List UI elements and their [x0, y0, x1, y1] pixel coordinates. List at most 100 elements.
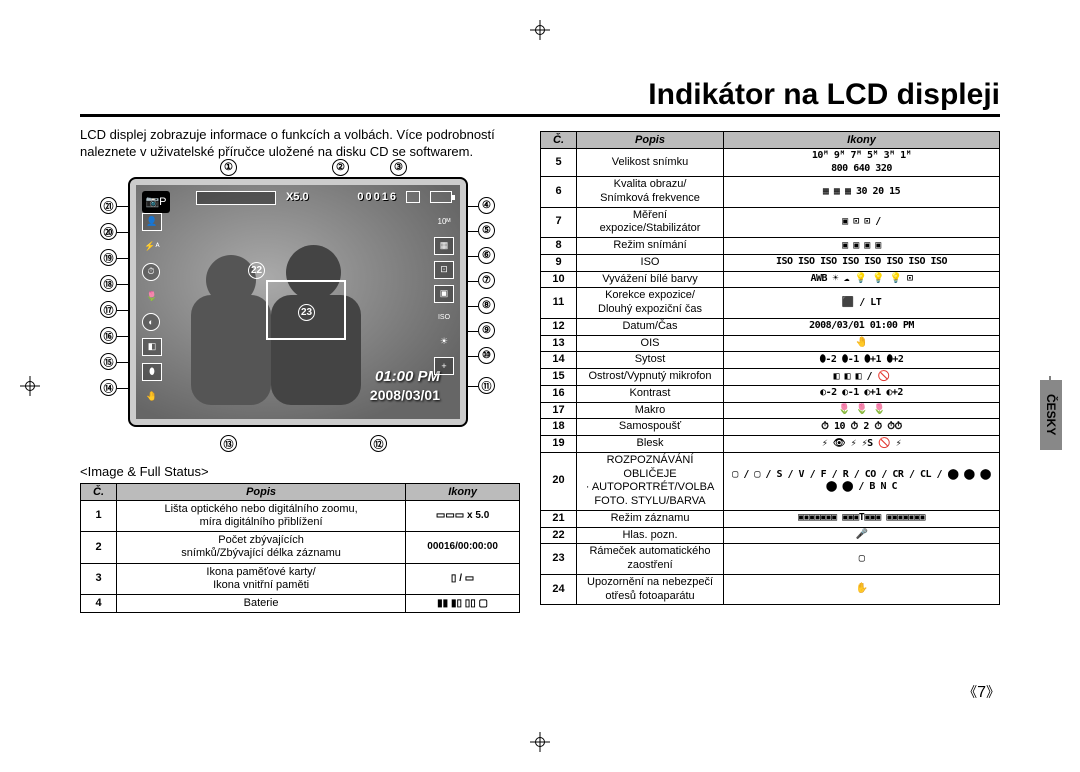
battery-icon: [430, 191, 452, 203]
row-num: 3: [81, 563, 117, 594]
size-icon: 10ᴹ: [434, 213, 454, 231]
row-num: 1: [81, 500, 117, 531]
drive-icon: ▣: [434, 285, 454, 303]
left-column: LCD displej zobrazuje informace o funkcí…: [80, 127, 520, 613]
table-row: 13 OIS 🤚: [541, 335, 1000, 352]
table-row: 2 Počet zbývajícíchsnímků/Zbývající délk…: [81, 532, 520, 563]
row-icons: ▭▭▭ x 5.0: [406, 500, 520, 531]
callout-11: ⑪: [478, 377, 495, 394]
row-icons: 2008/03/01 01:00 PM: [724, 318, 1000, 335]
row-num: 13: [541, 335, 577, 352]
table-row: 19 Blesk ⚡ 👁 ⚡ ⚡S 🚫 ⚡: [541, 436, 1000, 453]
table-row: 22 Hlas. pozn. 🎤: [541, 527, 1000, 544]
table-row: 6 Kvalita obrazu/Snímková frekvence ▦ ▦ …: [541, 177, 1000, 208]
row-desc: Hlas. pozn.: [577, 527, 724, 544]
diagram-caption: <Image & Full Status>: [80, 464, 520, 479]
table-row: 7 Měření expozice/Stabilizátor ▣ ⊡ ⊡ /: [541, 207, 1000, 238]
callout-20: ⑳: [100, 223, 117, 240]
registration-mark: [530, 20, 550, 40]
row-icons: 🎤: [724, 527, 1000, 544]
row-icons: ◐-2 ◐-1 ◐+1 ◐+2: [724, 385, 1000, 402]
row-desc: Ikona paměťové karty/Ikona vnitřní pamět…: [117, 563, 406, 594]
row-icons: ▮▮ ▮▯ ▯▯ ▢: [406, 594, 520, 612]
row-icons: ▯ / ▭: [406, 563, 520, 594]
card-icon: [406, 191, 420, 203]
row-icons: AWB ☀ ☁ 💡 💡 💡 ⊡: [724, 271, 1000, 288]
registration-mark: [530, 732, 550, 752]
row-num: 10: [541, 271, 577, 288]
page-number: 7: [963, 682, 1000, 702]
row-num: 4: [81, 594, 117, 612]
row-num: 21: [541, 510, 577, 527]
row-num: 19: [541, 436, 577, 453]
row-num: 16: [541, 385, 577, 402]
row-icons: 🌷 🌷 🌷: [724, 402, 1000, 419]
row-desc: Blesk: [577, 436, 724, 453]
quality-icon: ▦: [434, 237, 454, 255]
table-row: 18 Samospoušť ⏱ 10 ⏱ 2 ⏱ ⏱⏱: [541, 419, 1000, 436]
row-num: 8: [541, 238, 577, 255]
row-icons: ✋: [724, 574, 1000, 605]
row-num: 24: [541, 574, 577, 605]
table-row: 10 Vyvážení bílé barvy AWB ☀ ☁ 💡 💡 💡 ⊡: [541, 271, 1000, 288]
right-column: Č. Popis Ikony 5 Velikost snímku 10ᴹ 9ᴹ …: [540, 127, 1000, 613]
row-num: 7: [541, 207, 577, 238]
row-num: 6: [541, 177, 577, 208]
table-row: 11 Korekce expozice/Dlouhý expoziční čas…: [541, 288, 1000, 319]
row-icons: ▢: [724, 544, 1000, 575]
callout-14: ⑭: [100, 379, 117, 396]
table-row: 9 ISO ISO ISO ISO ISO ISO ISO ISO ISO: [541, 254, 1000, 271]
callout-5: ⑤: [478, 222, 495, 239]
date-display: 2008/03/01: [370, 387, 440, 403]
row-desc: Rámeček automatickéhozaostření: [577, 544, 724, 575]
row-icons: ◧ ◧ ◧ / 🚫: [724, 369, 1000, 386]
row-desc: Režim záznamu: [577, 510, 724, 527]
iso-icon: ISO: [434, 309, 454, 327]
right-icon-column: 10ᴹ ▦ ⊡ ▣ ISO ☀ +: [434, 213, 454, 375]
contrast-icon: ◐: [142, 313, 160, 331]
row-desc: Počet zbývajícíchsnímků/Zbývající délka …: [117, 532, 406, 563]
table-row: 5 Velikost snímku 10ᴹ 9ᴹ 7ᴹ 5ᴹ 3ᴹ 1ᴹ800 …: [541, 149, 1000, 177]
callout-3: ③: [390, 159, 407, 176]
row-desc: Ostrost/Vypnutý mikrofon: [577, 369, 724, 386]
row-icons: 00016/00:00:00: [406, 532, 520, 563]
row-desc: Makro: [577, 402, 724, 419]
table-row: 16 Kontrast ◐-2 ◐-1 ◐+1 ◐+2: [541, 385, 1000, 402]
row-icons: 10ᴹ 9ᴹ 7ᴹ 5ᴹ 3ᴹ 1ᴹ800 640 320: [724, 149, 1000, 177]
callout-12: ⑫: [370, 435, 387, 452]
row-icons: ⬮-2 ⬮-1 ⬮+1 ⬮+2: [724, 352, 1000, 369]
row-num: 11: [541, 288, 577, 319]
row-num: 14: [541, 352, 577, 369]
page-title: Indikátor na LCD displeji: [80, 78, 1000, 117]
callout-10: ⑩: [478, 347, 495, 364]
row-icons: ⏱ 10 ⏱ 2 ⏱ ⏱⏱: [724, 419, 1000, 436]
table-row: 8 Režim snímání ▣ ▣ ▣ ▣: [541, 238, 1000, 255]
callout-4: ④: [478, 197, 495, 214]
col-num: Č.: [541, 132, 577, 149]
row-icons: ⬛ / LT: [724, 288, 1000, 319]
registration-mark: [20, 376, 40, 396]
wb-icon: ☀: [434, 333, 454, 351]
callout-16: ⑯: [100, 327, 117, 344]
table-row: 15 Ostrost/Vypnutý mikrofon ◧ ◧ ◧ / 🚫: [541, 369, 1000, 386]
table-row: 24 Upozornění na nebezpečíotřesů fotoapa…: [541, 574, 1000, 605]
table-row: 4 Baterie ▮▮ ▮▯ ▯▯ ▢: [81, 594, 520, 612]
callout-8: ⑧: [478, 297, 495, 314]
mode-icon: 📷P: [142, 191, 170, 213]
row-desc: Kvalita obrazu/Snímková frekvence: [577, 177, 724, 208]
row-num: 2: [81, 532, 117, 563]
row-icons: ISO ISO ISO ISO ISO ISO ISO ISO: [724, 254, 1000, 271]
row-icons: ▦ ▦ ▦ 30 20 15: [724, 177, 1000, 208]
row-num: 23: [541, 544, 577, 575]
callout-13: ⑬: [220, 435, 237, 452]
row-desc: Kontrast: [577, 385, 724, 402]
row-desc: Vyvážení bílé barvy: [577, 271, 724, 288]
row-desc: Samospoušť: [577, 419, 724, 436]
col-num: Č.: [81, 483, 117, 500]
row-desc: Sytost: [577, 352, 724, 369]
language-tab: ČESKY: [1040, 380, 1062, 450]
timer-icon: ⏱: [142, 263, 160, 281]
row-desc: Baterie: [117, 594, 406, 612]
row-desc: Datum/Čas: [577, 318, 724, 335]
row-num: 9: [541, 254, 577, 271]
